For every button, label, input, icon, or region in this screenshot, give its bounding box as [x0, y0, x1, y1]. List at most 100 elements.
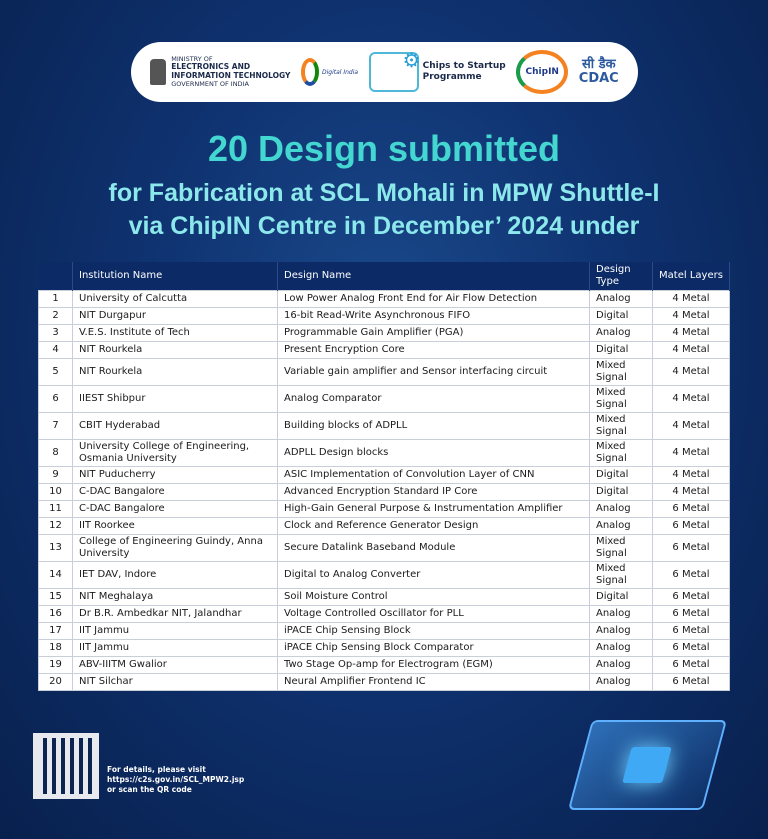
- layers-cell: 4 Metal: [652, 439, 730, 467]
- type-cell: Analog: [589, 517, 653, 535]
- footer-link[interactable]: https://c2s.gov.in/SCL_MPW2.jsp: [107, 774, 245, 784]
- design-cell: ASIC Implementation of Convolution Layer…: [277, 466, 590, 484]
- c2s-line: Chips to Startup: [422, 61, 506, 72]
- institution-cell: University College of Engineering, Osman…: [72, 439, 278, 467]
- layers-cell: 6 Metal: [652, 517, 730, 535]
- layers-cell: 6 Metal: [652, 534, 730, 562]
- col-layers: Matel Layers: [652, 262, 730, 291]
- page-title: 20 Design submitted: [207, 128, 561, 169]
- design-cell: Building blocks of ADPLL: [277, 412, 590, 440]
- layers-cell: 6 Metal: [652, 588, 730, 606]
- table-row: 10 C-DAC Bangalore Advanced Encryption Sta…: [38, 483, 730, 501]
- design-cell: Neural Amplifier Frontend IC: [277, 673, 590, 691]
- table-row: 16 Dr B.R. Ambedkar NIT, Jalandhar Voltage…: [38, 605, 730, 623]
- footer-line: or scan the QR code: [107, 784, 192, 794]
- qr-code[interactable]: [33, 733, 99, 799]
- design-cell: Analog Comparator: [277, 385, 590, 413]
- table-row: 11 C-DAC Bangalore High-Gain General Purpo…: [38, 500, 730, 518]
- row-number: 14: [38, 561, 73, 589]
- layers-cell: 6 Metal: [652, 673, 730, 691]
- type-cell: Mixed Signal: [589, 412, 653, 440]
- footer-text: For details, please visit https://c2s.go…: [107, 765, 244, 799]
- table-row: 1 University of Calcutta Low Power Analog …: [38, 290, 730, 308]
- type-cell: Digital: [589, 588, 653, 606]
- type-cell: Mixed Signal: [589, 561, 653, 589]
- meity-logo: MINISTRY OF ELECTRONICS AND INFORMATION TE…: [150, 54, 291, 88]
- institution-cell: IIEST Shibpur: [72, 385, 278, 413]
- row-number: 11: [38, 500, 73, 518]
- layers-cell: 6 Metal: [652, 639, 730, 657]
- layers-cell: 4 Metal: [652, 307, 730, 325]
- row-number: 15: [38, 588, 73, 606]
- institution-cell: ABV-IIITM Gwalior: [72, 656, 278, 674]
- table-row: 12 IIT Roorkee Clock and Reference Generat…: [38, 517, 730, 535]
- design-cell: ADPLL Design blocks: [277, 439, 590, 467]
- institution-cell: College of Engineering Guindy, Anna Univ…: [72, 534, 278, 562]
- type-cell: Analog: [589, 500, 653, 518]
- row-number: 4: [38, 341, 73, 359]
- table-row: 3 V.E.S. Institute of Tech Programmable Ga…: [38, 324, 730, 342]
- type-cell: Mixed Signal: [589, 439, 653, 467]
- table-row: 14 IET DAV, Indore Digital to Analog Conve…: [38, 561, 730, 589]
- digital-india-icon: [300, 58, 319, 86]
- design-cell: Advanced Encryption Standard IP Core: [277, 483, 590, 501]
- table-row: 15 NIT Meghalaya Soil Moisture Control Digi…: [38, 588, 730, 606]
- institution-cell: NIT Rourkela: [72, 341, 278, 359]
- type-cell: Mixed Signal: [589, 534, 653, 562]
- institution-cell: C-DAC Bangalore: [72, 500, 278, 518]
- row-number: 6: [38, 385, 73, 413]
- type-cell: Mixed Signal: [589, 358, 653, 386]
- row-number: 5: [38, 358, 73, 386]
- institution-cell: NIT Rourkela: [72, 358, 278, 386]
- cdac-hindi: सी डैक: [581, 56, 616, 72]
- meity-line: MINISTRY OF: [171, 54, 213, 63]
- table-row: 2 NIT Durgapur 16-bit Read-Write Asynchron…: [38, 307, 730, 325]
- meity-line: ELECTRONICS AND: [171, 62, 251, 72]
- subtitle-line: for Fabrication at SCL Mohali in MPW Shu…: [108, 179, 660, 207]
- table-row: 6 IIEST Shibpur Analog Comparator Mixed Sig…: [38, 385, 730, 413]
- layers-cell: 4 Metal: [652, 358, 730, 386]
- footer: For details, please visit https://c2s.go…: [33, 733, 244, 799]
- layers-cell: 4 Metal: [652, 341, 730, 359]
- row-number: 2: [38, 307, 73, 325]
- layers-cell: 4 Metal: [652, 466, 730, 484]
- design-cell: Two Stage Op-amp for Electrogram (EGM): [277, 656, 590, 674]
- table-row: 4 NIT Rourkela Present Encryption Core Digi…: [38, 341, 730, 359]
- row-number: 12: [38, 517, 73, 535]
- type-cell: Analog: [589, 656, 653, 674]
- design-cell: Low Power Analog Front End for Air Flow …: [277, 290, 590, 308]
- design-cell: iPACE Chip Sensing Block: [277, 622, 590, 640]
- design-cell: Programmable Gain Amplifier (PGA): [277, 324, 590, 342]
- design-cell: High-Gain General Purpose & Instrumentat…: [277, 500, 590, 518]
- type-cell: Analog: [589, 324, 653, 342]
- type-cell: Digital: [589, 341, 653, 359]
- layers-cell: 6 Metal: [652, 622, 730, 640]
- layers-cell: 4 Metal: [652, 385, 730, 413]
- subtitle: for Fabrication at SCL Mohali in MPW Shu…: [0, 177, 768, 242]
- institution-cell: NIT Silchar: [72, 673, 278, 691]
- design-cell: Soil Moisture Control: [277, 588, 590, 606]
- col-type: Design Type: [589, 262, 653, 291]
- row-number: 10: [38, 483, 73, 501]
- layers-cell: 4 Metal: [652, 290, 730, 308]
- layers-cell: 6 Metal: [652, 500, 730, 518]
- design-cell: Present Encryption Core: [277, 341, 590, 359]
- table-row: 17 IIT Jammu iPACE Chip Sensing Block Analo…: [38, 622, 730, 640]
- type-cell: Analog: [589, 673, 653, 691]
- table-header: Institution Name Design Name Design Type…: [38, 262, 730, 291]
- institution-cell: V.E.S. Institute of Tech: [72, 324, 278, 342]
- subtitle-line: via ChipIN Centre in December’ 2024 unde…: [128, 211, 640, 240]
- table-row: 5 NIT Rourkela Variable gain amplifier and…: [38, 358, 730, 386]
- meity-line: GOVERNMENT OF INDIA: [171, 79, 249, 88]
- meity-line: INFORMATION TECHNOLOGY: [171, 71, 291, 80]
- table-row: 9 NIT Puducherry ASIC Implementation of Co…: [38, 466, 730, 484]
- col-design: Design Name: [277, 262, 590, 291]
- row-number: 1: [38, 290, 73, 308]
- cdac-logo: सी डैक CDAC: [579, 56, 619, 87]
- c2s-line: Programme: [422, 72, 482, 82]
- institution-cell: CBIT Hyderabad: [72, 412, 278, 440]
- design-cell: Secure Datalink Baseband Module: [277, 534, 590, 562]
- type-cell: Analog: [589, 622, 653, 640]
- layers-cell: 4 Metal: [652, 412, 730, 440]
- layers-cell: 4 Metal: [652, 483, 730, 501]
